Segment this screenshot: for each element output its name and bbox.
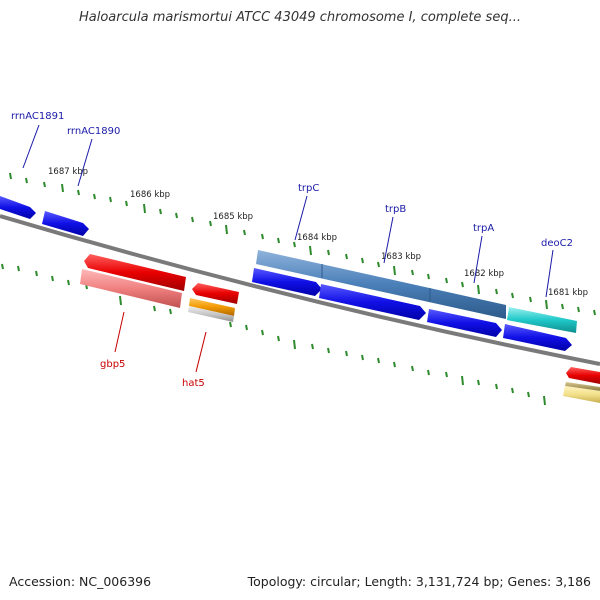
gene-arrow-rrnAC1891[interactable] [0,196,36,219]
gene-label-trpA[interactable]: trpA [473,223,494,234]
leader-line-rrnAC1890 [77,138,93,187]
gene-label-hat5[interactable]: hat5 [182,378,205,389]
leader-line-hat5 [195,331,207,373]
gene-arrow-trpC[interactable] [252,268,322,296]
cds-band-hat5[interactable] [189,298,235,316]
leader-line-deoC2 [545,249,554,298]
cds-band-partial-olive [565,382,600,391]
inner-tick-ring [1,263,546,406]
cds-band-partial-yellow[interactable] [563,386,600,403]
gene-label-trpC[interactable]: trpC [298,183,319,194]
genome-summary-text: Topology: circular; Length: 3,131,724 bp… [247,574,591,589]
gene-arrow-hat5[interactable] [192,283,239,304]
cds-band-trp[interactable] [256,250,506,319]
gene-label-rrnAC1890[interactable]: rrnAC1890 [67,126,120,137]
gene-arrow-trpA[interactable] [427,309,502,337]
map-title: Haloarcula marismortui ATCC 43049 chromo… [79,10,521,25]
tick-label-1681: 1681 kbp [548,288,588,298]
tick-label-1686: 1686 kbp [130,190,170,200]
gene-arrow-partial-red[interactable] [566,367,600,384]
gene-label-deoC2[interactable]: deoC2 [541,238,573,249]
leader-line-trpB [383,216,394,264]
leader-line-rrnAC1891 [22,124,40,169]
tick-label-1683: 1683 kbp [381,252,421,262]
chromosome-backbone [0,214,600,366]
tick-label-1682: 1682 kbp [464,269,504,279]
gene-arrow-rrnAC1890[interactable] [42,211,89,236]
gene-label-rrnAC1891[interactable]: rrnAC1891 [11,111,64,122]
leader-line-trpA [473,235,483,284]
gene-label-gbp5[interactable]: gbp5 [100,359,125,370]
tick-label-1684: 1684 kbp [297,233,337,243]
tick-label-1687: 1687 kbp [48,167,88,177]
leader-line-gbp5 [114,311,125,353]
outer-tick-ring [9,172,596,316]
leader-line-trpC [294,195,308,241]
gene-arrow-gbp5[interactable] [84,254,186,291]
tick-label-1685: 1685 kbp [213,212,253,222]
gene-arrow-trpB[interactable] [319,284,426,320]
cds-band-deoC2[interactable] [507,307,577,333]
gene-arrow-deoC2[interactable] [503,324,572,351]
gene-label-trpB[interactable]: trpB [385,204,406,215]
cds-band-gbp5[interactable] [80,269,182,308]
accession-text: Accession: NC_006396 [9,574,152,589]
cds-band-hat5-gray [188,306,234,322]
